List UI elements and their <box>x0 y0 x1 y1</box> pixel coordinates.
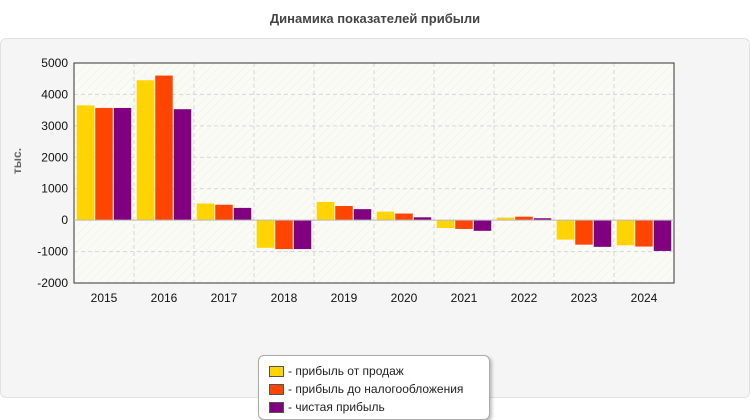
y-tick-label: -2000 <box>37 276 68 290</box>
bar-2016-series-1 <box>155 75 173 221</box>
bar-2016-series-2 <box>173 109 192 221</box>
bar-2020-series-0 <box>376 211 395 221</box>
legend-swatch-net-profit <box>269 401 284 413</box>
x-tick-label: 2021 <box>451 291 478 305</box>
legend: - прибыль от продаж - прибыль до налогоо… <box>258 355 490 420</box>
legend-label: - прибыль до налогообложения <box>288 382 464 396</box>
y-tick-label: 1000 <box>41 182 68 196</box>
y-tick-label: 2000 <box>41 150 68 164</box>
bar-2018-series-0 <box>256 220 275 248</box>
bar-2018-series-2 <box>293 220 312 250</box>
legend-swatch-pretax-profit <box>269 383 284 395</box>
bar-2015-series-2 <box>113 107 132 221</box>
bar-2016-series-0 <box>136 80 155 221</box>
chart-panel: -2000 -1000 0 1000 2000 3000 4000 5000 2015 2016… <box>0 38 750 420</box>
bar-2015-series-0 <box>76 105 95 221</box>
x-tick-label: 2019 <box>331 291 358 305</box>
bars <box>76 75 672 251</box>
bar-2023-series-2 <box>593 220 612 247</box>
legend-label: - чистая прибыль <box>288 400 385 414</box>
bar-2021-series-1 <box>455 220 473 229</box>
x-tick-label: 2015 <box>91 291 118 305</box>
y-tick-label: 3000 <box>41 119 68 133</box>
legend-item-pretax-profit: - прибыль до налогообложения <box>269 380 489 398</box>
legend-swatch-sales-profit <box>269 365 284 377</box>
plot-border <box>73 62 675 284</box>
bar-2021-series-2 <box>473 220 492 231</box>
bar-2022-series-2 <box>533 218 552 221</box>
bar-2023-series-0 <box>556 220 575 240</box>
axes <box>73 62 675 284</box>
y-tick-labels: -2000 -1000 0 1000 2000 3000 4000 5000 <box>37 56 68 290</box>
bar-2024-series-1 <box>635 220 653 247</box>
bar-2023-series-1 <box>575 220 593 245</box>
chart-plot: -2000 -1000 0 1000 2000 3000 4000 5000 2015 2016… <box>10 56 675 305</box>
bar-2022-series-0 <box>496 217 515 221</box>
bar-2017-series-2 <box>233 207 252 221</box>
bar-2022-series-1 <box>515 216 533 221</box>
bar-2019-series-1 <box>335 206 353 221</box>
legend-label: - прибыль от продаж <box>288 364 404 378</box>
grid-lines <box>74 63 674 283</box>
y-tick-label: 4000 <box>41 87 68 101</box>
chart-title: Динамика показателей прибыли <box>269 11 481 26</box>
y-tick-label: 5000 <box>41 56 68 70</box>
legend-item-sales-profit: - прибыль от продаж <box>269 362 489 380</box>
bar-2019-series-2 <box>353 209 372 221</box>
x-tick-label: 2018 <box>271 291 298 305</box>
bar-2024-series-2 <box>653 220 672 251</box>
bar-2015-series-1 <box>95 107 113 221</box>
x-tick-label: 2016 <box>151 291 178 305</box>
legend-item-net-profit: - чистая прибыль <box>269 398 489 416</box>
y-tick-label: 0 <box>61 213 68 227</box>
bar-2017-series-1 <box>215 204 233 221</box>
bar-2021-series-0 <box>436 220 455 228</box>
x-tick-label: 2024 <box>631 291 658 305</box>
bar-2024-series-0 <box>616 220 635 246</box>
x-tick-label: 2022 <box>511 291 538 305</box>
bar-2020-series-2 <box>413 217 432 221</box>
x-tick-label: 2020 <box>391 291 418 305</box>
x-tick-label: 2017 <box>211 291 238 305</box>
bar-2018-series-1 <box>275 220 293 250</box>
y-axis-label: тыс. <box>10 148 24 174</box>
bar-2019-series-0 <box>316 201 335 221</box>
bar-2017-series-0 <box>196 203 215 221</box>
x-tick-label: 2023 <box>571 291 598 305</box>
bar-2020-series-1 <box>395 213 413 221</box>
x-tick-labels: 2015 2016 2017 2018 2019 2020 2021 2022 2023 2024 <box>91 291 658 305</box>
y-tick-label: -1000 <box>37 245 68 259</box>
